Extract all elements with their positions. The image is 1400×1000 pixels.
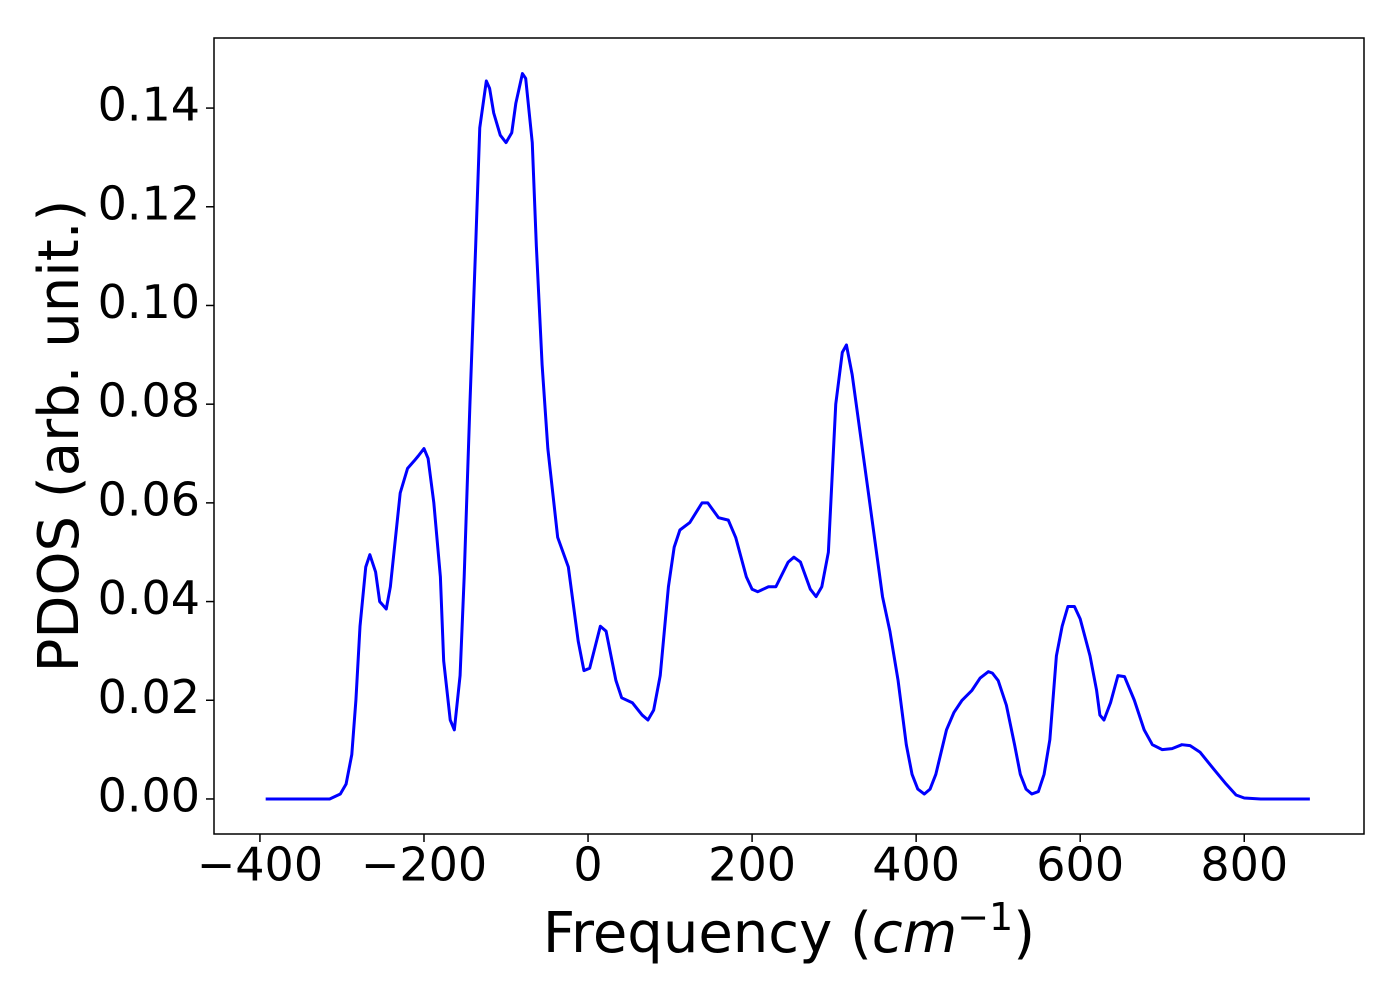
y-tick-label: 0.12 bbox=[98, 176, 200, 230]
y-tick-label: 0.10 bbox=[98, 275, 200, 329]
x-tick-label: 800 bbox=[1200, 838, 1288, 892]
y-axis-label: PDOS (arb. unit.) bbox=[27, 200, 92, 673]
plot-frame bbox=[213, 37, 1365, 835]
x-label-part: cm bbox=[872, 901, 957, 966]
x-tick-label: 200 bbox=[708, 838, 796, 892]
y-tick-label: 0.00 bbox=[98, 768, 200, 822]
x-axis-label: Frequency (cm−1) bbox=[543, 895, 1035, 966]
y-tick-label: 0.08 bbox=[98, 374, 200, 428]
y-tick-label: 0.06 bbox=[98, 472, 200, 526]
x-tick-label: 600 bbox=[1036, 838, 1124, 892]
y-tick-label: 0.04 bbox=[98, 571, 200, 625]
x-label-part: ) bbox=[1013, 901, 1035, 966]
data-line bbox=[265, 72, 1310, 801]
x-tick-label: 400 bbox=[872, 838, 960, 892]
x-tick-label: 0 bbox=[573, 838, 602, 892]
x-tick-label: −200 bbox=[361, 838, 487, 892]
x-label-part: −1 bbox=[957, 895, 1013, 939]
y-tick-label: 0.02 bbox=[98, 670, 200, 724]
y-tick-label: 0.14 bbox=[98, 78, 200, 132]
x-label-part: Frequency ( bbox=[543, 901, 872, 966]
x-tick-label: −400 bbox=[197, 838, 323, 892]
